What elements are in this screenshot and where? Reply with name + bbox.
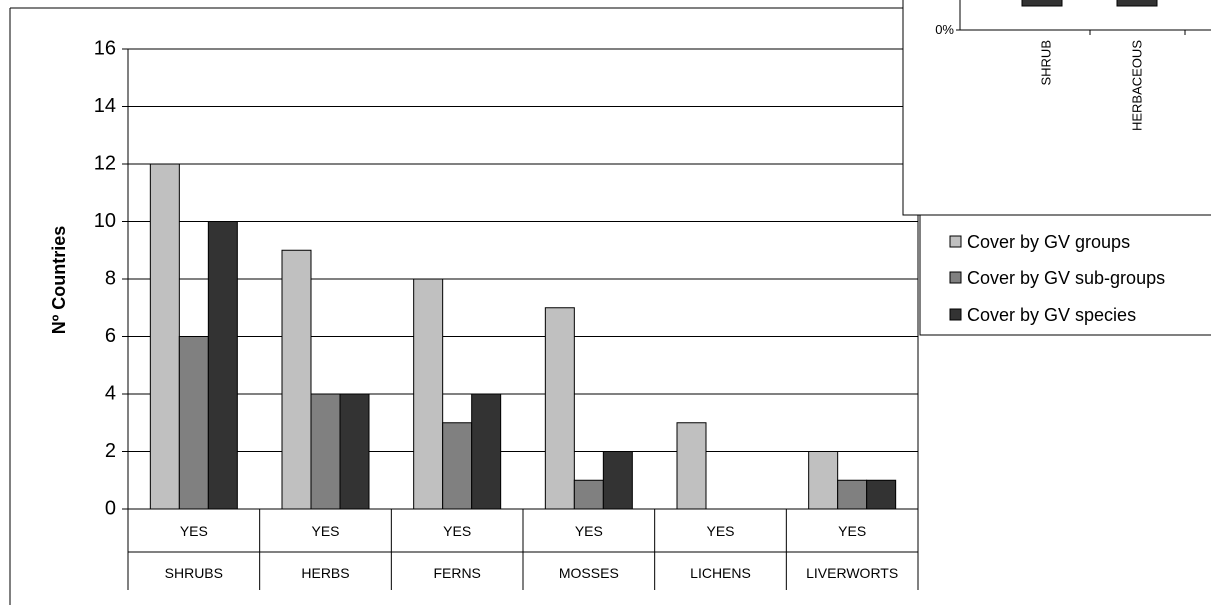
inset-bar-herbaceous — [1116, 0, 1158, 7]
legend-item: Cover by GV sub-groups — [949, 268, 1165, 288]
legend-item: Cover by GV groups — [949, 232, 1130, 252]
inset-category-label-herbaceous: HERBACEOUS — [1129, 40, 1144, 131]
inset-chart: 0% SHRUB HERBACEOUS — [902, 0, 1211, 216]
bar — [676, 422, 707, 510]
bar — [471, 393, 502, 510]
y-axis-label: Nº Countries — [49, 226, 69, 335]
y-tick-label: 14 — [94, 95, 116, 117]
y-tick-label: 12 — [94, 152, 116, 174]
y-tick-label: 4 — [105, 382, 116, 404]
category-labels: YES SHRUBS YES HERBS YES FERNS YES MOSSES YES LIC… — [165, 523, 899, 581]
gridlines — [128, 48, 918, 452]
bar — [413, 278, 444, 510]
bars — [149, 163, 897, 510]
legend-frame — [919, 214, 1211, 336]
category-group-label: LIVERWORTS — [806, 565, 898, 581]
inset-bar-shrub — [1021, 0, 1063, 7]
bar — [866, 479, 897, 510]
bar — [149, 163, 180, 510]
legend-swatch — [949, 308, 962, 321]
category-group-label: HERBS — [301, 565, 349, 581]
legend: Cover by GV groups Cover by GV sub-group… — [919, 214, 1211, 336]
category-sub-label: YES — [180, 523, 208, 539]
y-tick-label: 0 — [105, 497, 116, 519]
category-group-label: SHRUBS — [165, 565, 223, 581]
bar — [442, 422, 473, 510]
y-tick-label: 8 — [105, 267, 116, 289]
category-sub-label: YES — [838, 523, 866, 539]
category-sub-label: YES — [575, 523, 603, 539]
axes — [122, 48, 919, 590]
y-tick-label: 6 — [105, 325, 116, 347]
bar — [310, 393, 341, 510]
bar — [281, 249, 312, 510]
category-sub-label: YES — [311, 523, 339, 539]
category-group-label: LICHENS — [690, 565, 751, 581]
legend-label: Cover by GV species — [967, 305, 1136, 325]
bar — [339, 393, 370, 510]
bar — [573, 479, 604, 510]
bar — [602, 451, 633, 510]
category-group-label: FERNS — [433, 565, 480, 581]
category-sub-label: YES — [443, 523, 471, 539]
bar — [808, 451, 839, 510]
legend-label: Cover by GV sub-groups — [967, 268, 1165, 288]
inset-category-label-shrub: SHRUB — [1038, 40, 1053, 86]
legend-label: Cover by GV groups — [967, 232, 1130, 252]
legend-item: Cover by GV species — [949, 305, 1136, 325]
y-tick-labels: 0 2 4 6 8 10 12 14 16 — [94, 37, 116, 519]
legend-swatch — [949, 271, 962, 284]
bar — [207, 221, 238, 510]
bar — [544, 307, 575, 510]
category-group-label: MOSSES — [559, 565, 619, 581]
legend-swatch — [949, 235, 962, 248]
bar — [178, 336, 209, 510]
category-sub-label: YES — [706, 523, 734, 539]
y-tick-label: 10 — [94, 210, 116, 232]
y-tick-label: 2 — [105, 440, 116, 462]
inset-frame — [902, 0, 1211, 216]
inset-y-tick-label: 0% — [935, 22, 954, 37]
bar — [837, 479, 868, 510]
y-tick-label: 16 — [94, 37, 116, 59]
